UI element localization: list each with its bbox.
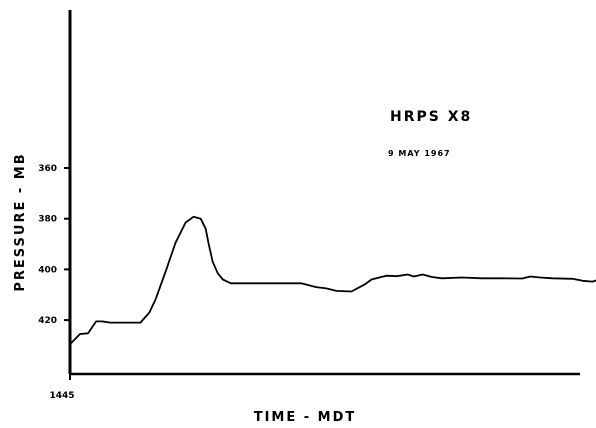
chart-title: HRPS X8 xyxy=(390,109,472,125)
y-tick-label: 360 xyxy=(38,164,57,174)
x-tick-label: 1445 xyxy=(49,391,74,401)
y-tick-label: 400 xyxy=(38,265,57,275)
y-tick-label: 420 xyxy=(38,316,57,326)
y-tick-label: 380 xyxy=(38,215,57,225)
y-axis-title: PRESSURE - MB xyxy=(13,152,28,291)
series-line xyxy=(69,215,596,346)
x-ticks: 1445150015151530 xyxy=(49,374,75,401)
chart-subtitle: 9 MAY 1967 xyxy=(388,149,451,158)
y-ticks: 360 380 400 420 xyxy=(38,164,70,326)
x-axis-title: TIME - MDT xyxy=(254,410,357,425)
